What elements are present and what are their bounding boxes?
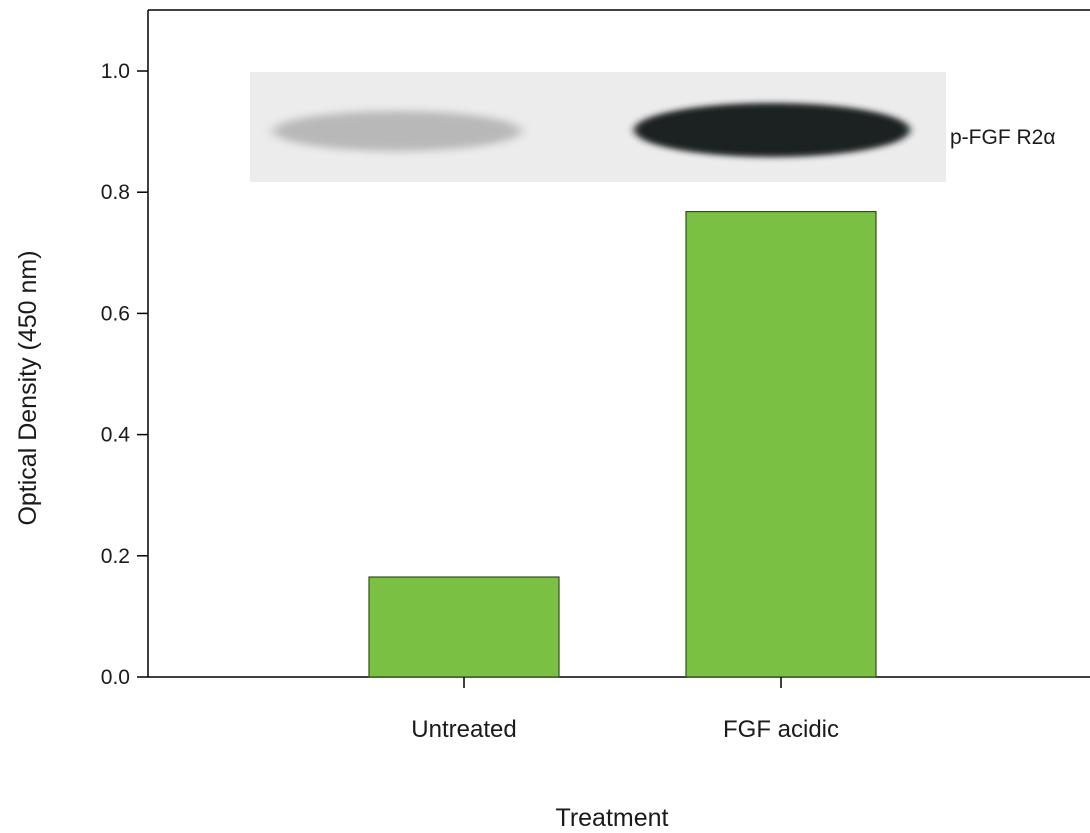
y-axis-title: Optical Density (450 nm) <box>14 250 42 525</box>
blot-band-fgf-acidic <box>634 103 910 157</box>
x-tick-label: FGF acidic <box>723 716 839 743</box>
blot-band-untreated <box>273 111 521 151</box>
western-blot-inset: p-FGF R2α <box>250 72 1055 182</box>
y-axis-ticks: 0.0 0.2 0.4 0.6 0.8 1.0 <box>101 60 148 689</box>
blot-label: p-FGF R2α <box>950 126 1055 149</box>
x-axis-title: Treatment <box>555 804 668 832</box>
y-tick-label: 1.0 <box>101 60 130 83</box>
y-tick-label: 0.4 <box>101 424 131 447</box>
bars <box>368 210 877 678</box>
plot-frame <box>147 9 1090 678</box>
y-tick-label: 0.6 <box>101 302 130 325</box>
bar-fgf-acidic <box>685 210 877 678</box>
y-tick-label: 0.8 <box>101 181 130 204</box>
bar-untreated <box>368 576 560 678</box>
y-tick-label: 0.0 <box>101 666 130 689</box>
y-tick-label: 0.2 <box>101 545 130 568</box>
x-tick-label: Untreated <box>411 716 516 743</box>
x-axis-ticks: Untreated FGF acidic <box>411 677 839 743</box>
